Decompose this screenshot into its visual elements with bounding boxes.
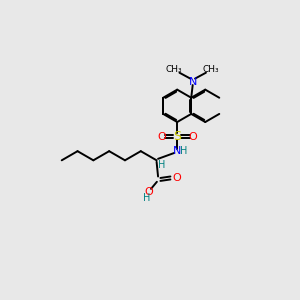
Text: N: N: [173, 146, 182, 157]
Text: CH₃: CH₃: [166, 65, 182, 74]
Text: CH₃: CH₃: [203, 65, 220, 74]
Text: H: H: [180, 146, 188, 157]
Text: O: O: [158, 132, 166, 142]
Text: O: O: [144, 187, 153, 197]
Text: O: O: [188, 132, 197, 142]
Text: S: S: [173, 130, 181, 143]
Text: O: O: [172, 173, 181, 183]
Text: H: H: [158, 160, 166, 170]
Text: N: N: [188, 76, 197, 86]
Text: H: H: [143, 193, 151, 203]
